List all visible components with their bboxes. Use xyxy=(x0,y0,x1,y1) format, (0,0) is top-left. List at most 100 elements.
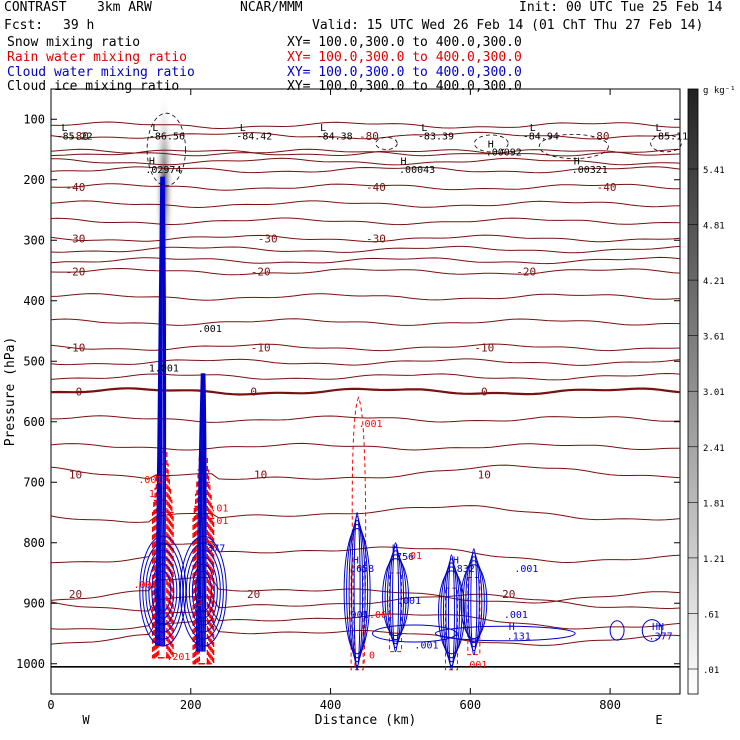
extremum-label: L xyxy=(61,123,67,134)
isotherm xyxy=(50,372,681,381)
tower-cloud-contour xyxy=(203,373,206,652)
extremum-label: -85.22 xyxy=(57,132,93,143)
tower-base-contour xyxy=(139,535,187,647)
x-end-label-east: E xyxy=(655,713,662,727)
tower-cloud-contour xyxy=(155,176,162,646)
shallow-cloud-contour xyxy=(440,566,463,659)
isotherm xyxy=(50,267,681,276)
tower-cloud-contour xyxy=(204,373,207,652)
colorbar: 5.41 4.81 4.21 3.61 3.01 2.41 1.81 1.21 .61 .01 g … xyxy=(687,86,736,695)
colorbar-label: 3.61 xyxy=(703,333,725,343)
extremum-label: .001 xyxy=(198,324,222,335)
colorbar-unit: g kg⁻¹ xyxy=(703,86,736,96)
shallow-cloud-contour xyxy=(384,554,407,641)
cloud-water-label: .001 xyxy=(345,610,369,621)
tower-cloud-contour xyxy=(163,176,167,646)
rain-label: .2 xyxy=(191,598,203,609)
tower-base-contour xyxy=(191,563,215,619)
tower-base-contour xyxy=(188,556,218,626)
field-name-cloud-ice: Cloud ice mixing ratio xyxy=(7,79,180,94)
cloud-water-label: .001 xyxy=(414,640,438,651)
isotherm-label: 20 xyxy=(69,588,82,601)
field-xy-snow: XY= 100.0,300.0 to 400.0,300.0 xyxy=(287,35,522,50)
tower-base-contour xyxy=(185,549,221,633)
rain-label: 1 xyxy=(149,489,155,500)
extremum-label: -85.11 xyxy=(652,132,688,143)
cloud-water-label: H xyxy=(509,622,515,633)
x-tick-label: 600 xyxy=(459,698,481,712)
colorbar-label: 1.81 xyxy=(703,499,725,509)
isotherm xyxy=(50,183,681,191)
extremum-label: -86.56 xyxy=(149,132,185,143)
y-tick-label: 100 xyxy=(23,112,45,126)
field-xy-cloud-water: XY= 100.0,300.0 to 400.0,300.0 xyxy=(287,65,522,80)
organization: NCAR/MMM xyxy=(240,0,303,15)
rain-label: .001 xyxy=(138,475,162,486)
tower-cloud-contour xyxy=(200,373,204,652)
rain-label: 0 xyxy=(369,651,375,662)
shallow-cloud-contour xyxy=(353,512,361,671)
rain-label: .01 xyxy=(404,551,422,562)
cloud-water-label: HH xyxy=(652,622,664,633)
field-xy-rain: XY= 100.0,300.0 to 400.0,300.0 xyxy=(287,50,522,65)
rain-plume xyxy=(351,396,367,667)
tower-cloud-contour xyxy=(201,373,205,652)
tower-cloud-contour xyxy=(160,176,164,646)
isotherm xyxy=(50,166,681,174)
y-axis-label: Pressure (hPa) xyxy=(3,337,18,447)
isotherm xyxy=(51,157,681,166)
y-tick-label: 800 xyxy=(23,536,45,550)
low-cloud-contour xyxy=(434,625,576,642)
colorbar-label: 1.21 xyxy=(703,555,725,565)
extremum-label: L xyxy=(530,123,536,134)
cloud-water-contours xyxy=(139,176,663,671)
extremum-label: L xyxy=(240,123,246,134)
colorbar-label: 5.41 xyxy=(703,166,725,176)
ice-contour xyxy=(473,134,509,153)
isotherm xyxy=(50,200,681,209)
tower-cloud-contour xyxy=(196,373,203,652)
isotherm xyxy=(50,131,681,140)
isotherm-label: 0 xyxy=(76,386,83,399)
model-name: CONTRAST xyxy=(4,0,67,15)
isotherm-label: -40 xyxy=(597,181,617,194)
isotherm xyxy=(50,442,680,451)
isotherm-label: -80 xyxy=(69,130,89,143)
isotherm-label: -80 xyxy=(359,130,379,143)
tower-cloud-contour xyxy=(161,176,165,646)
tower-base-contour xyxy=(179,535,227,647)
isotherm xyxy=(50,387,681,396)
isotherm-label: 10 xyxy=(254,468,267,481)
tower-cloud-contour xyxy=(162,176,166,646)
colorbar-label: 2.41 xyxy=(703,444,725,454)
contour-labels: -80 -80 -80 -40 -40 -40 -30 -30 -30 -20 -20 -20 -10 -… xyxy=(57,112,688,671)
isotherm-label: -40 xyxy=(66,181,86,194)
rain-label: .001 xyxy=(463,660,487,671)
cloud-water-label: .001 xyxy=(504,610,528,621)
isotherm-label: -30 xyxy=(258,232,278,245)
x-tick-label: 0 xyxy=(47,698,54,712)
cloud-water-label: H xyxy=(453,556,459,567)
isotherm xyxy=(50,148,681,157)
cloud-water-label: .001 xyxy=(514,564,538,575)
extremum-label: L xyxy=(152,123,158,134)
shallow-cloud-contour xyxy=(392,542,400,653)
extremum-label: L xyxy=(421,123,427,134)
y-tick-label: 700 xyxy=(23,475,45,489)
y-tick-label: 600 xyxy=(23,415,45,429)
shallow-cloud-contour xyxy=(460,564,488,640)
field-name-cloud-water: Cloud water mixing ratio xyxy=(7,65,195,80)
x-tick-label: 200 xyxy=(180,698,202,712)
isotherm xyxy=(51,415,681,423)
isotherm-label: -20 xyxy=(251,266,271,279)
extremum-label: .00092 xyxy=(486,147,522,158)
cloud-water-label: .001 xyxy=(397,596,421,607)
shallow-cloud-contour xyxy=(351,516,364,667)
extremum-label: H xyxy=(488,139,494,150)
tower-base-contour xyxy=(154,570,172,612)
colorbar-label: .01 xyxy=(703,666,719,676)
isotherm xyxy=(50,217,681,226)
shallow-cloud-contour xyxy=(346,524,369,659)
